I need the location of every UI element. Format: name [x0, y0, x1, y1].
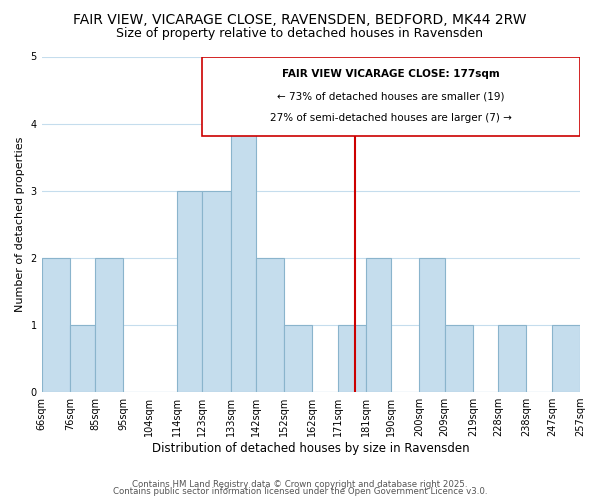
Bar	[230, 124, 256, 392]
Bar	[256, 258, 284, 392]
Y-axis label: Number of detached properties: Number of detached properties	[15, 136, 25, 312]
Text: FAIR VIEW VICARAGE CLOSE: 177sqm: FAIR VIEW VICARAGE CLOSE: 177sqm	[282, 69, 500, 79]
Text: Contains HM Land Registry data © Crown copyright and database right 2025.: Contains HM Land Registry data © Crown c…	[132, 480, 468, 489]
Bar	[202, 190, 230, 392]
Bar	[41, 258, 70, 392]
Text: FAIR VIEW, VICARAGE CLOSE, RAVENSDEN, BEDFORD, MK44 2RW: FAIR VIEW, VICARAGE CLOSE, RAVENSDEN, BE…	[73, 12, 527, 26]
Bar	[498, 325, 526, 392]
Text: 27% of semi-detached houses are larger (7) →: 27% of semi-detached houses are larger (…	[270, 114, 512, 124]
X-axis label: Distribution of detached houses by size in Ravensden: Distribution of detached houses by size …	[152, 442, 470, 455]
FancyBboxPatch shape	[202, 56, 580, 136]
Bar	[445, 325, 473, 392]
Text: Contains public sector information licensed under the Open Government Licence v3: Contains public sector information licen…	[113, 487, 487, 496]
Bar	[419, 258, 445, 392]
Text: Size of property relative to detached houses in Ravensden: Size of property relative to detached ho…	[116, 28, 484, 40]
Bar	[366, 258, 391, 392]
Bar	[552, 325, 580, 392]
Bar	[338, 325, 366, 392]
Bar	[70, 325, 95, 392]
Bar	[284, 325, 312, 392]
Bar	[95, 258, 124, 392]
Bar	[177, 190, 202, 392]
Text: ← 73% of detached houses are smaller (19): ← 73% of detached houses are smaller (19…	[277, 91, 505, 101]
